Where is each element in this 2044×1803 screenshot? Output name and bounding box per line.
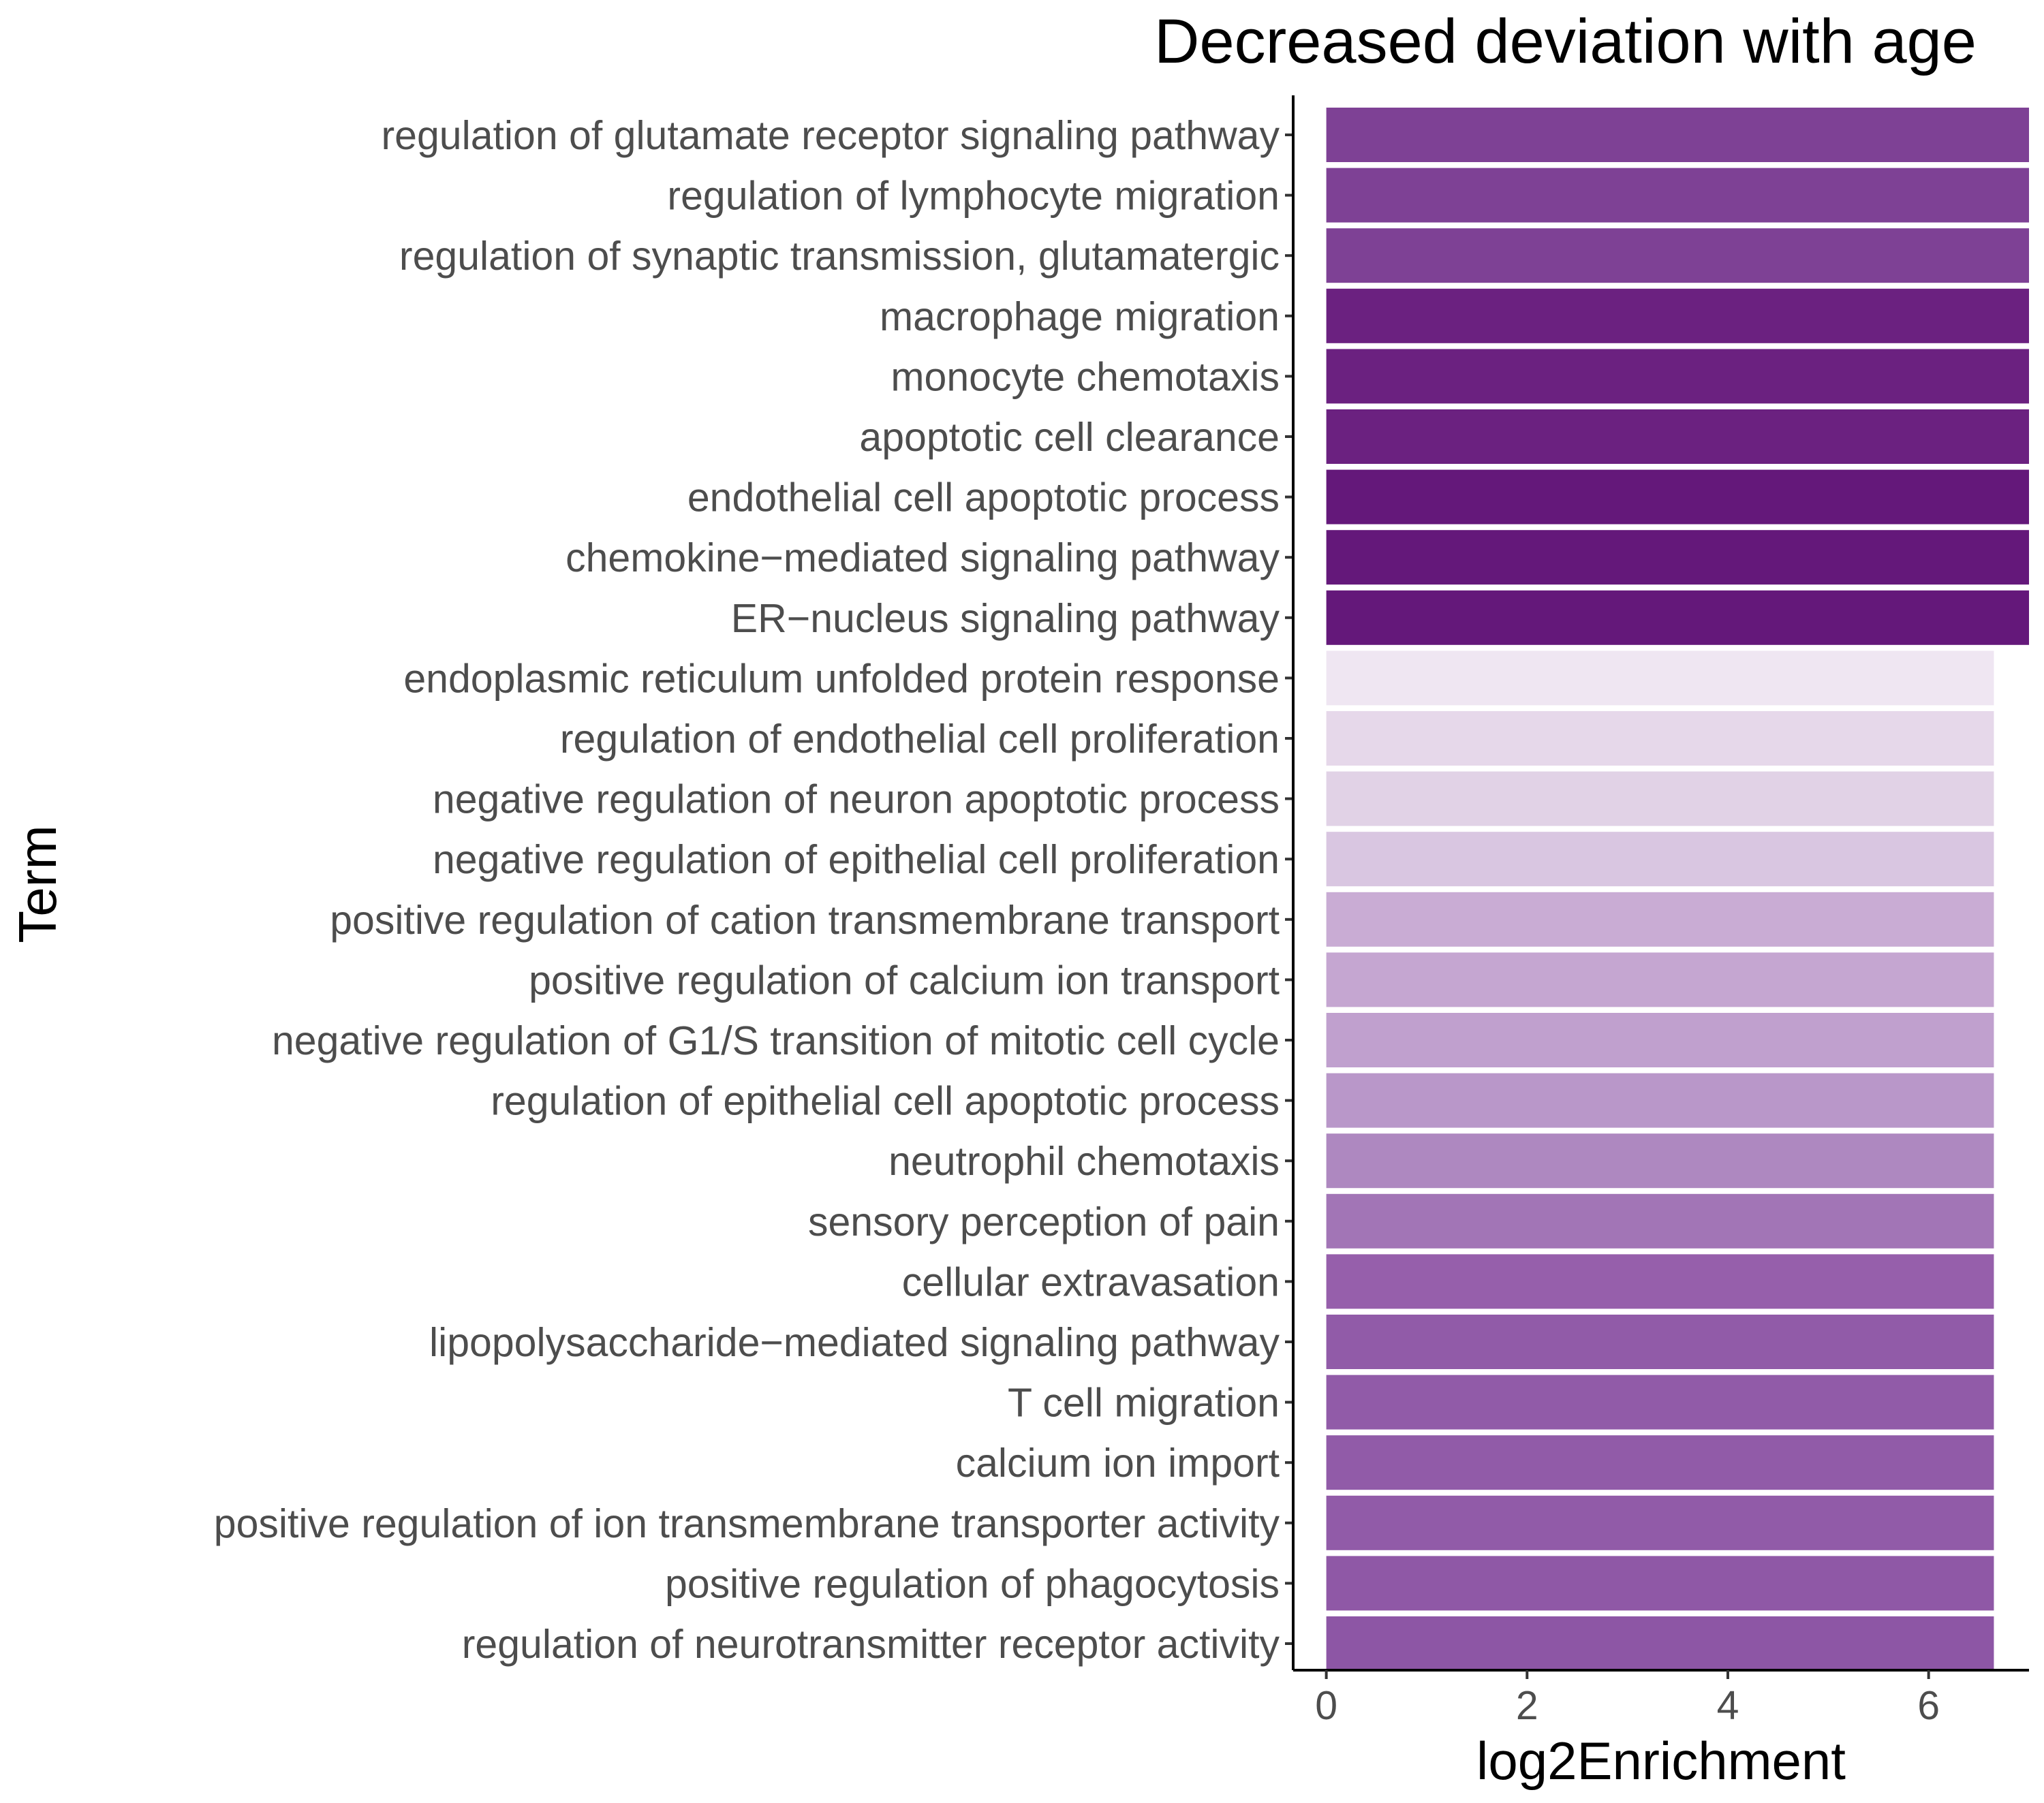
bar	[1326, 349, 2029, 404]
category-label: negative regulation of neuron apoptotic …	[433, 777, 1280, 822]
bar	[1326, 1133, 1994, 1189]
category-labels: regulation of glutamate receptor signali…	[214, 113, 1293, 1667]
category-label: chemokine−mediated signaling pathway	[566, 535, 1280, 580]
bar	[1326, 108, 2029, 162]
category-label: negative regulation of G1/S transition o…	[272, 1018, 1280, 1063]
bar	[1326, 1435, 1994, 1490]
category-label: regulation of glutamate receptor signali…	[382, 113, 1280, 158]
bar	[1326, 409, 2029, 464]
x-tick-label: 4	[1717, 1683, 1739, 1728]
bar	[1326, 228, 2029, 283]
x-tick-label: 0	[1315, 1683, 1337, 1728]
category-label: positive regulation of ion transmembrane…	[214, 1501, 1280, 1546]
bar	[1326, 530, 2029, 585]
category-label: cellular extravasation	[902, 1259, 1280, 1304]
x-axis-title: log2Enrichment	[1476, 1731, 1846, 1791]
category-label: neutrophil chemotaxis	[888, 1139, 1280, 1184]
category-label: endoplasmic reticulum unfolded protein r…	[403, 656, 1280, 701]
bar	[1326, 1073, 1994, 1128]
category-label: T cell migration	[1008, 1381, 1280, 1426]
bar	[1326, 771, 1994, 826]
category-label: ER−nucleus signaling pathway	[731, 596, 1280, 641]
category-label: positive regulation of phagocytosis	[665, 1561, 1280, 1606]
x-axis-ticks: 0 2 4 6	[1315, 1670, 1940, 1728]
bar	[1326, 469, 2029, 524]
category-label: monocyte chemotaxis	[891, 354, 1280, 399]
category-label: regulation of endothelial cell prolifera…	[560, 717, 1280, 762]
category-label: regulation of synaptic transmission, glu…	[399, 234, 1280, 279]
chart-title: Decreased deviation with age	[1154, 7, 1977, 76]
category-label: positive regulation of cation transmembr…	[330, 898, 1280, 943]
category-label: regulation of neurotransmitter receptor …	[462, 1622, 1280, 1667]
x-tick-label: 6	[1917, 1683, 1940, 1728]
bar	[1326, 1616, 1994, 1671]
category-label: positive regulation of calcium ion trans…	[529, 958, 1280, 1003]
bar	[1326, 832, 1994, 887]
bar	[1326, 1193, 1994, 1249]
category-label: regulation of lymphocyte migration	[667, 174, 1280, 219]
category-label: apoptotic cell clearance	[859, 415, 1280, 460]
bar	[1326, 590, 2029, 645]
y-axis-title: Term	[7, 825, 67, 943]
category-label: negative regulation of epithelial cell p…	[433, 837, 1280, 882]
category-label: sensory perception of pain	[808, 1200, 1280, 1244]
bar	[1326, 892, 1994, 947]
bar	[1326, 1315, 1994, 1369]
bar	[1326, 1495, 1994, 1550]
bar	[1326, 711, 1994, 766]
bars	[1326, 108, 2029, 1671]
bar	[1326, 1254, 1994, 1309]
category-label: lipopolysaccharide−mediated signaling pa…	[429, 1320, 1280, 1365]
bar	[1326, 168, 2029, 223]
bar	[1326, 1556, 1994, 1611]
bar	[1326, 1375, 1994, 1430]
bar	[1326, 288, 2029, 343]
bar	[1326, 1013, 1994, 1067]
bar	[1326, 650, 1994, 706]
category-label: endothelial cell apoptotic process	[687, 475, 1280, 520]
category-label: calcium ion import	[956, 1441, 1280, 1486]
x-tick-label: 2	[1516, 1683, 1538, 1728]
category-label: regulation of epithelial cell apoptotic …	[491, 1079, 1280, 1124]
bar	[1326, 952, 1994, 1007]
category-label: macrophage migration	[880, 294, 1280, 339]
